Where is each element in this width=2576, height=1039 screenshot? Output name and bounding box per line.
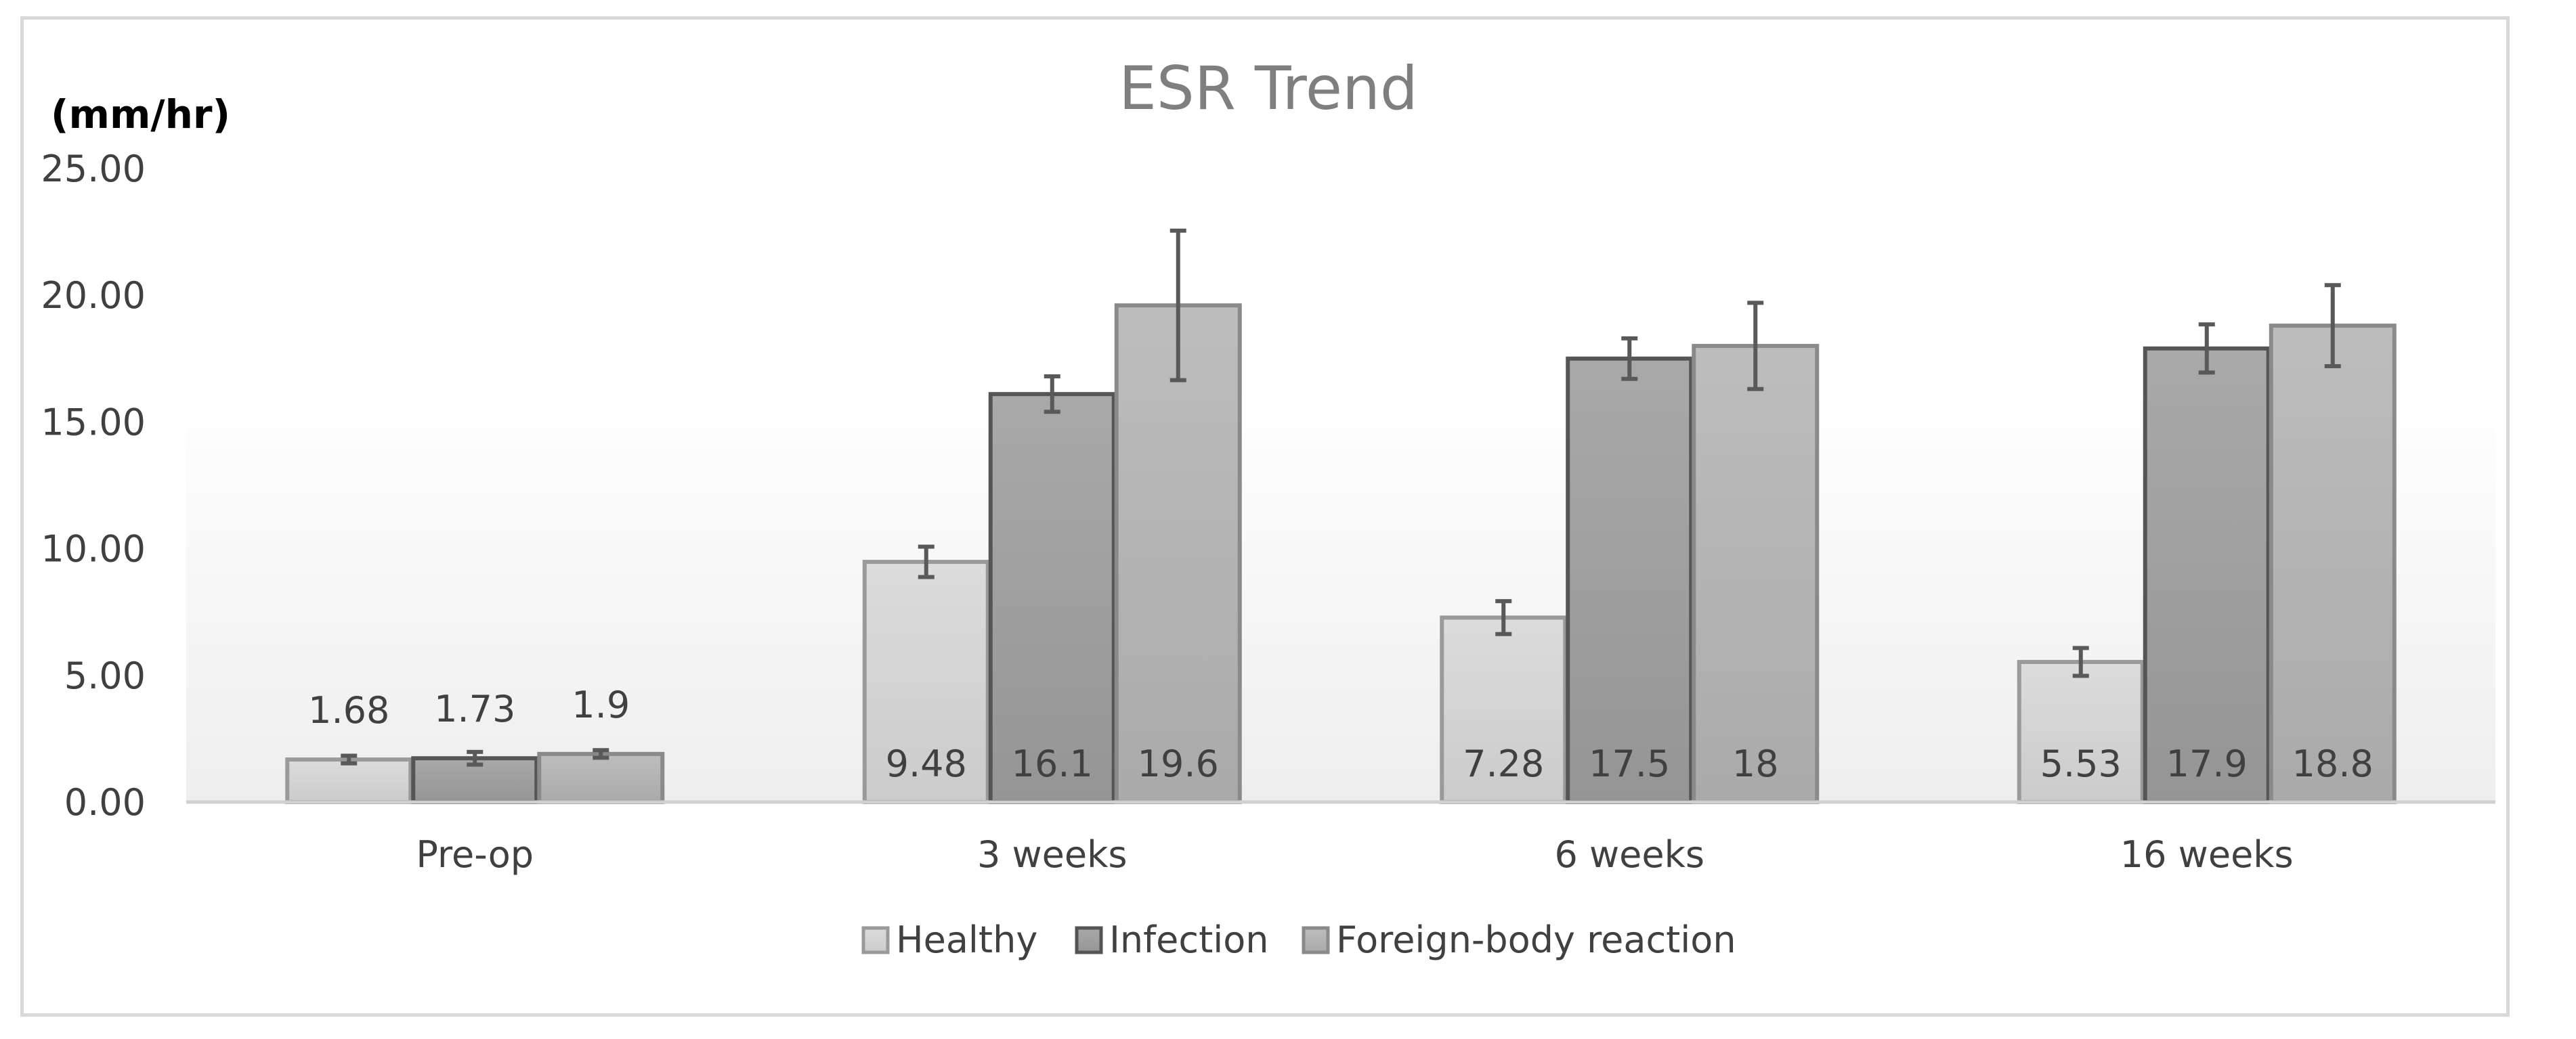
data-label: 16.1 <box>1012 743 1093 785</box>
esr-chart: ESR Trend (mm/hr) 0.00 5.00 10.00 15.00 20.0… <box>41 53 2495 961</box>
x-category-label: 3 weeks <box>977 833 1128 876</box>
data-label: 7.28 <box>1463 743 1544 785</box>
bar-infection <box>988 392 1116 804</box>
legend-label: Infection <box>1109 919 1269 961</box>
chart-frame: ESR Trend (mm/hr) 0.00 5.00 10.00 15.00 20.0… <box>20 16 2510 1017</box>
y-axis-ticks: 0.00 5.00 10.00 15.00 20.00 25.00 <box>41 148 146 824</box>
data-label: 17.5 <box>1589 743 1670 785</box>
data-label: 9.48 <box>886 743 967 785</box>
data-label: 19.6 <box>1138 743 1219 785</box>
y-tick-label: 10.00 <box>41 528 146 571</box>
data-labels: 1.68 1.73 1.9 9.48 16.1 19.6 7.28 17.5 18 5.53 17.… <box>308 684 2374 785</box>
error-bars <box>341 228 2341 767</box>
bar-foreign-body-reaction <box>537 751 665 805</box>
bar-infection <box>2143 346 2271 805</box>
bar-foreign-body-reaction <box>1692 344 1820 804</box>
bar-infection <box>1566 356 1694 804</box>
y-tick-label: 15.00 <box>41 401 146 443</box>
data-label: 1.9 <box>572 684 630 726</box>
x-category-label: 6 weeks <box>1554 833 1704 876</box>
chart-title: ESR Trend <box>1119 53 1417 123</box>
data-label: 17.9 <box>2166 743 2248 785</box>
bar-healthy <box>1440 615 1568 805</box>
data-label: 1.73 <box>434 688 515 730</box>
data-label: 18.8 <box>2292 743 2374 785</box>
x-category-label: 16 weeks <box>2120 833 2294 876</box>
y-tick-label: 20.00 <box>41 274 146 317</box>
data-label: 5.53 <box>2040 743 2122 785</box>
x-axis-categories: Pre-op 3 weeks 6 weeks 16 weeks <box>416 833 2293 876</box>
legend-label: Foreign-body reaction <box>1336 919 1736 961</box>
legend-swatch <box>1302 926 1330 954</box>
y-tick-label: 25.00 <box>41 148 146 190</box>
y-axis-unit-label: (mm/hr) <box>51 91 230 137</box>
x-category-label: Pre-op <box>416 833 534 876</box>
y-tick-label: 0.00 <box>64 781 146 824</box>
legend-swatch <box>1075 926 1103 954</box>
legend: Healthy Infection Foreign-body reaction <box>861 919 1736 961</box>
bar-series <box>285 303 2397 805</box>
y-tick-label: 5.00 <box>64 655 146 697</box>
legend-label: Healthy <box>896 919 1037 961</box>
bar-healthy <box>285 757 413 805</box>
bar-foreign-body-reaction <box>2269 324 2397 804</box>
legend-swatch <box>861 926 890 954</box>
data-label: 18 <box>1732 743 1779 785</box>
data-label: 1.68 <box>308 689 389 732</box>
